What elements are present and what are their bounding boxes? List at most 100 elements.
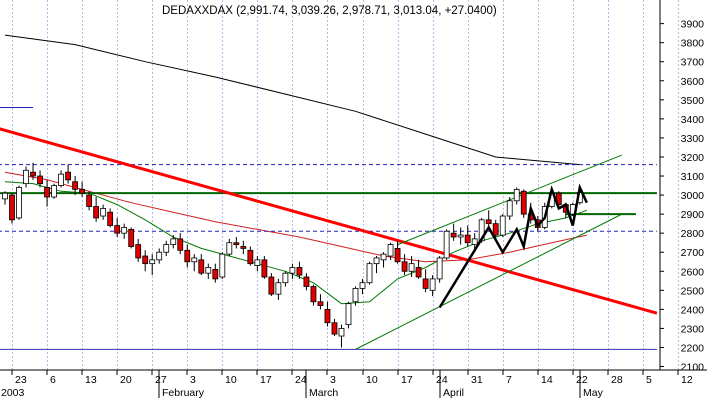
candle-body	[317, 301, 324, 306]
candlesticks	[2, 162, 583, 348]
x-tick-label: 5	[646, 374, 652, 386]
candle-body	[93, 206, 100, 219]
candle-body	[149, 259, 156, 265]
candle-body	[51, 185, 57, 198]
month-label: March	[309, 387, 338, 399]
candle-body	[191, 257, 198, 263]
y-tick-label: 3800	[681, 38, 705, 50]
candle-body	[128, 228, 135, 247]
ma50-line	[4, 171, 587, 263]
x-tick-label: 17	[260, 374, 272, 386]
candle-body	[380, 253, 387, 261]
y-tick-label: 3300	[681, 133, 705, 145]
x-tick-label: 3	[190, 374, 196, 386]
candle-body	[436, 257, 443, 280]
candle-body	[394, 248, 401, 263]
candle-body	[198, 259, 205, 274]
candle-body	[415, 267, 422, 278]
candle-body	[499, 215, 506, 236]
candle-body	[58, 173, 64, 186]
x-tick-label: 12	[681, 374, 693, 386]
ma200-line	[4, 34, 580, 166]
candle-body	[163, 244, 170, 253]
candle-body	[296, 267, 303, 276]
candle-body	[450, 232, 457, 238]
candle-body	[345, 303, 352, 326]
candle-body	[485, 219, 492, 225]
candle-body	[226, 242, 233, 255]
candle-body	[30, 171, 36, 177]
candle-body	[44, 187, 50, 198]
x-tick-label: 22	[576, 374, 588, 386]
y-tick-label: 3200	[681, 152, 705, 164]
y-tick-label: 2400	[681, 304, 705, 316]
candle-body	[65, 171, 71, 181]
candle-body	[429, 278, 436, 291]
trendlines	[0, 106, 658, 350]
candle-body	[471, 238, 478, 246]
candle-body	[506, 200, 513, 217]
candle-body	[408, 263, 415, 272]
y-tick-label: 3900	[681, 19, 705, 31]
candle-body	[121, 227, 128, 234]
candle-body	[135, 244, 142, 259]
y-tick-label: 3100	[681, 171, 705, 183]
candle-body	[289, 267, 296, 274]
candle-body	[338, 328, 345, 337]
candle-body	[464, 234, 471, 244]
y-tick-label: 3600	[681, 76, 705, 88]
x-tick-label: 7	[506, 374, 512, 386]
candle-body	[303, 276, 310, 287]
y-tick-label: 3000	[681, 190, 705, 202]
candle-body	[520, 190, 527, 215]
candle-body	[114, 225, 121, 234]
candle-body	[205, 267, 212, 274]
x-tick-label: 27	[155, 374, 167, 386]
candle-body	[254, 259, 261, 266]
candle-body	[359, 282, 366, 289]
candle-body	[23, 169, 29, 185]
candle-body	[401, 261, 408, 272]
candle-body	[16, 187, 22, 219]
chart-title: DEDAXXDAX (2,991.74, 3,039.26, 2,978.71,…	[162, 5, 497, 17]
candle-body	[219, 253, 226, 278]
candle-body	[324, 308, 331, 324]
x-tick-label: 28	[611, 374, 623, 386]
x-tick-label: 10	[225, 374, 237, 386]
y-tick-label: 2100	[681, 362, 705, 374]
ma20-line	[4, 181, 587, 305]
candle-body	[275, 282, 282, 295]
falling-trendline	[0, 127, 658, 315]
candle-body	[331, 322, 338, 335]
month-label: April	[443, 387, 464, 399]
y-tick-label: 3700	[681, 57, 705, 69]
x-tick-label: 17	[401, 374, 413, 386]
x-tick-label: 13	[85, 374, 97, 386]
x-tick-label: 24	[436, 374, 448, 386]
candle-body	[177, 238, 184, 251]
gridlines	[12, 0, 679, 370]
x-tick-label: 23	[15, 374, 27, 386]
month-label: 2003	[1, 387, 25, 399]
moving-averages	[4, 34, 587, 305]
x-tick-label: 31	[471, 374, 483, 386]
y-tick-label: 2800	[681, 228, 705, 240]
candle-body	[100, 208, 107, 217]
x-tick-label: 3	[330, 374, 336, 386]
candle-body	[513, 188, 520, 202]
candle-body	[107, 211, 114, 226]
x-tick-label: 24	[295, 374, 307, 386]
candle-body	[9, 194, 15, 221]
candle-body	[86, 194, 93, 207]
candle-body	[373, 257, 380, 265]
candle-body	[212, 268, 219, 280]
candle-body	[240, 246, 247, 249]
candle-body	[261, 259, 268, 278]
candle-body	[366, 263, 373, 284]
candle-body	[184, 249, 191, 263]
candle-body	[443, 230, 450, 259]
y-tick-label: 3400	[681, 114, 705, 126]
month-label: May	[583, 387, 604, 399]
